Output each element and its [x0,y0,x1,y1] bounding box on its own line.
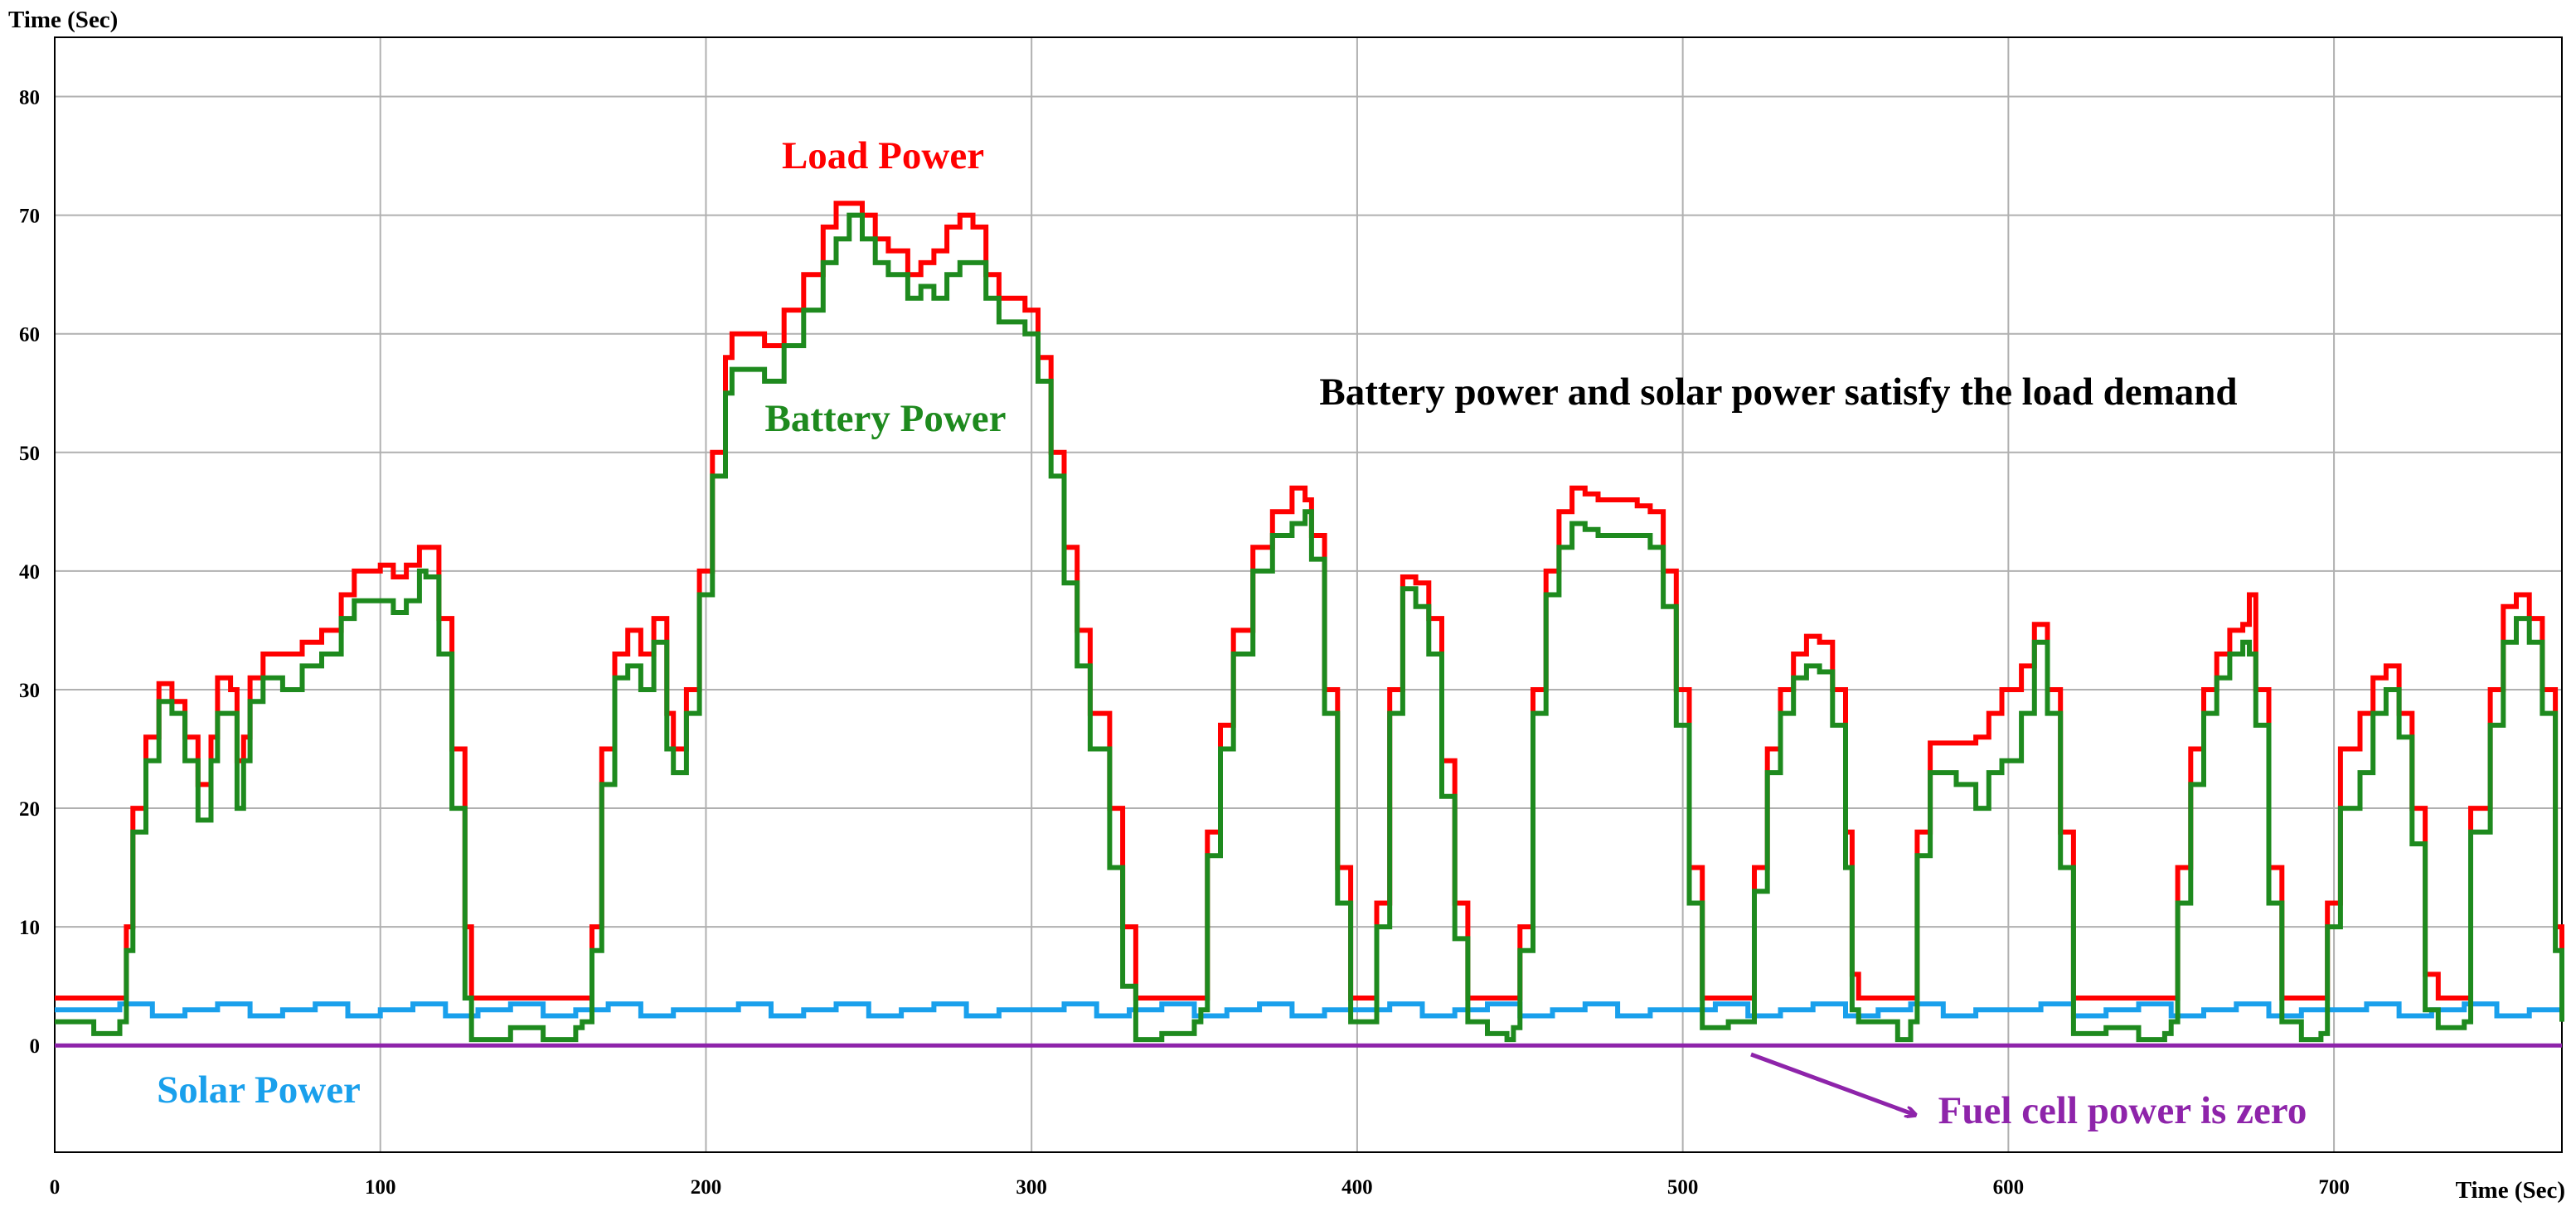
y-tick-label: 40 [19,561,40,584]
x-tick-label: 100 [365,1176,396,1199]
y-tick-labels: 0 10 20 30 40 50 60 70 80 [19,87,40,1059]
battery-power-line [55,212,2564,1043]
x-tick-label: 200 [691,1176,722,1199]
plot-frame [54,36,2563,1153]
x-tick-label: 300 [1016,1176,1047,1199]
y-tick-label: 60 [19,324,40,346]
y-tick-label: 10 [19,917,40,939]
series-lines [55,201,2564,1048]
x-tick-label: 600 [1993,1176,2025,1199]
x-tick-label: 0 [50,1176,61,1199]
fuel-cell-arrow [1750,1052,1915,1115]
x-tick-label: 700 [2318,1176,2350,1199]
fuel-cell-note: Fuel cell power is zero [1938,1089,2307,1132]
solar-power-line [55,1001,2562,1019]
x-axis-title: Time (Sec) [2456,1177,2565,1204]
y-tick-label: 50 [19,443,40,465]
y-tick-label: 20 [19,798,40,821]
x-tick-label: 500 [1667,1176,1699,1199]
x-tick-label: 400 [1341,1176,1373,1199]
load-power-label: Load Power [782,134,984,177]
main-note: Battery power and solar power satisfy th… [1319,371,2237,414]
x-tick-labels: 0 100 200 300 400 500 600 700 [50,1176,2350,1199]
y-tick-label: 70 [19,206,40,228]
y-axis-title: Time (Sec) [8,7,118,33]
y-tick-label: 30 [19,680,40,702]
solar-power-label: Solar Power [157,1068,361,1112]
grid-lines [54,37,2562,1152]
battery-power-label: Battery Power [765,397,1007,440]
y-tick-label: 80 [19,87,40,109]
y-tick-label: 0 [30,1035,41,1058]
